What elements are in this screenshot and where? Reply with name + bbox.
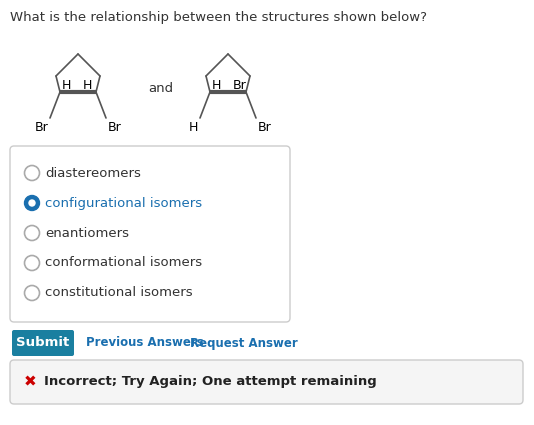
FancyBboxPatch shape [10,360,523,404]
Text: enantiomers: enantiomers [45,227,129,240]
Text: conformational isomers: conformational isomers [45,257,202,269]
Text: H: H [83,79,92,92]
Text: Br: Br [258,121,272,134]
Circle shape [29,200,35,206]
Text: Submit: Submit [17,337,69,349]
Text: Br: Br [108,121,122,134]
Circle shape [25,196,40,210]
Text: H: H [189,121,198,134]
Circle shape [25,165,40,181]
Circle shape [25,226,40,241]
Text: H: H [61,79,71,92]
Text: Br: Br [233,79,247,92]
Text: Request Answer: Request Answer [190,337,298,349]
Text: and: and [148,82,173,95]
Circle shape [25,255,40,270]
Text: ✖: ✖ [23,374,36,389]
Circle shape [25,286,40,300]
Text: Incorrect; Try Again; One attempt remaining: Incorrect; Try Again; One attempt remain… [44,376,377,388]
Text: H: H [211,79,221,92]
FancyBboxPatch shape [12,330,74,356]
Text: configurational isomers: configurational isomers [45,196,202,210]
Text: constitutional isomers: constitutional isomers [45,286,193,300]
FancyBboxPatch shape [10,146,290,322]
Text: diastereomers: diastereomers [45,167,141,179]
Text: Previous Answers: Previous Answers [86,337,204,349]
Text: Br: Br [34,121,48,134]
Text: What is the relationship between the structures shown below?: What is the relationship between the str… [10,11,427,24]
